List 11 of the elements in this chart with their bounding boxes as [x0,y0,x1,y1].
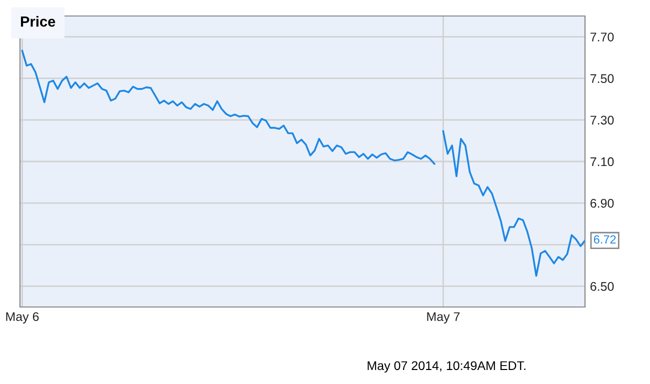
y-tick-label: 7.70 [590,32,614,42]
y-tick-label: 7.30 [590,116,614,125]
y-tick-label: 6.50 [590,282,614,291]
data-label: 6.72 [594,235,616,244]
y-tick-label: 7.50 [590,74,614,84]
text: May 07 2014, 10:49AM EDT. [368,361,526,373]
y-tick-label: 6.90 [590,198,614,208]
x-tick-label: May 7 [427,312,460,324]
x-tick-label: May 6 [6,312,39,324]
y-tick-label: 7.10 [590,157,614,166]
chart-title: Price [20,16,56,27]
